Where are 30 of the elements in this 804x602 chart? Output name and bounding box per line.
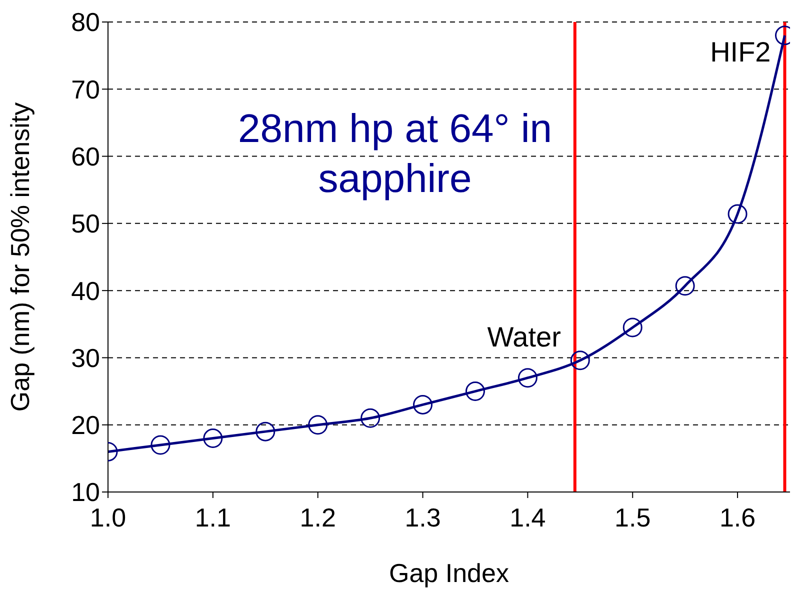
y-tick-label: 40 bbox=[71, 276, 100, 306]
x-tick-label: 1.2 bbox=[300, 502, 336, 532]
point bbox=[150, 435, 170, 455]
ref-line-label: Water bbox=[487, 321, 561, 352]
x-tick-label: 1.4 bbox=[510, 502, 546, 532]
y-tick-label: 50 bbox=[71, 208, 100, 239]
point bbox=[728, 204, 748, 224]
point bbox=[675, 276, 695, 296]
y-tick-label: 80 bbox=[71, 7, 100, 38]
x-tick-label: 1.3 bbox=[404, 502, 441, 532]
point bbox=[203, 428, 223, 448]
x-tick-label: 1.6 bbox=[719, 502, 756, 532]
y-tick-label: 60 bbox=[71, 142, 100, 172]
point bbox=[570, 350, 590, 370]
x-tick-label: 1.1 bbox=[194, 502, 231, 532]
point bbox=[413, 394, 433, 414]
y-axis-title: Gap (nm) for 50% intensity bbox=[5, 102, 36, 412]
point bbox=[256, 422, 276, 442]
x-axis-title: Gap Index bbox=[389, 558, 509, 588]
annotation: 28nm hp at 64° in sapphire bbox=[237, 106, 553, 203]
y-tick-label: 70 bbox=[71, 74, 100, 104]
y-tick-label: 20 bbox=[71, 410, 100, 440]
point bbox=[465, 382, 485, 402]
x-tick-label: 1.5 bbox=[614, 502, 651, 532]
point bbox=[308, 415, 328, 435]
point bbox=[518, 368, 538, 388]
point bbox=[360, 408, 380, 428]
ref-line-label: HIF2 bbox=[710, 36, 771, 68]
point bbox=[622, 318, 642, 338]
y-tick-label: 30 bbox=[71, 342, 100, 373]
